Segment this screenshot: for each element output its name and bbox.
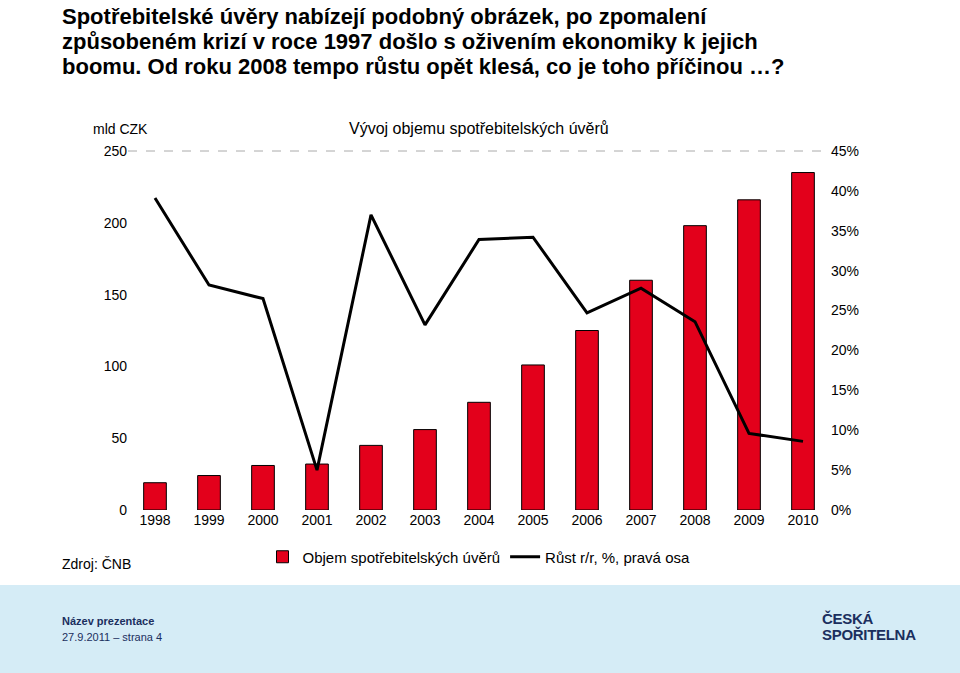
svg-text:2009: 2009 [733,512,764,528]
svg-text:100: 100 [104,358,128,374]
svg-text:2004: 2004 [463,512,494,528]
svg-text:2002: 2002 [355,512,386,528]
svg-text:30%: 30% [831,263,859,279]
svg-text:Vývoj objemu spotřebitelských: Vývoj objemu spotřebitelských úvěrů [349,120,609,137]
svg-text:35%: 35% [831,223,859,239]
svg-text:0%: 0% [831,502,851,518]
svg-text:2001: 2001 [301,512,332,528]
html-text:27.9.2011 – strana 4: 27.9.2011 – strana 4 [62,631,163,643]
svg-text:40%: 40% [831,183,859,199]
svg-text:2010: 2010 [787,512,818,528]
svg-text:2003: 2003 [409,512,440,528]
svg-text:200: 200 [104,215,128,231]
html-text:způsobeném krizí v roce 1997 d: způsobeném krizí v roce 1997 došlo s oži… [62,29,758,54]
svg-text:Zdroj: ČNB: Zdroj: ČNB [62,556,131,572]
svg-text:2000: 2000 [247,512,278,528]
svg-text:1998: 1998 [139,512,170,528]
svg-text:2007: 2007 [625,512,656,528]
svg-text:1999: 1999 [193,512,224,528]
svg-text:45%: 45% [831,143,859,159]
svg-text:Objem spotřebitelských úvěrů: Objem spotřebitelských úvěrů [303,549,501,566]
html-text:SPOŘITELNA: SPOŘITELNA [822,626,916,643]
html-text:ČESKÁ: ČESKÁ [822,610,873,627]
svg-text:mld CZK: mld CZK [93,121,148,137]
svg-text:2005: 2005 [517,512,548,528]
svg-text:Růst r/r, %, pravá osa: Růst r/r, %, pravá osa [545,549,690,566]
svg-text:0: 0 [119,502,127,518]
svg-text:15%: 15% [831,382,859,398]
svg-text:2006: 2006 [571,512,602,528]
html-text:Název prezentace: Název prezentace [62,615,155,627]
svg-text:2008: 2008 [679,512,710,528]
svg-text:50: 50 [111,430,127,446]
html-text:Spotřebitelské úvěry nabízejí: Spotřebitelské úvěry nabízejí podobný ob… [62,4,707,29]
html-text:boomu. Od roku 2008 tempo růst: boomu. Od roku 2008 tempo růstu opět kle… [62,54,785,79]
svg-text:150: 150 [104,287,128,303]
svg-text:5%: 5% [831,462,851,478]
svg-text:250: 250 [104,143,128,159]
svg-text:20%: 20% [831,342,859,358]
svg-text:10%: 10% [831,422,859,438]
svg-text:25%: 25% [831,302,859,318]
